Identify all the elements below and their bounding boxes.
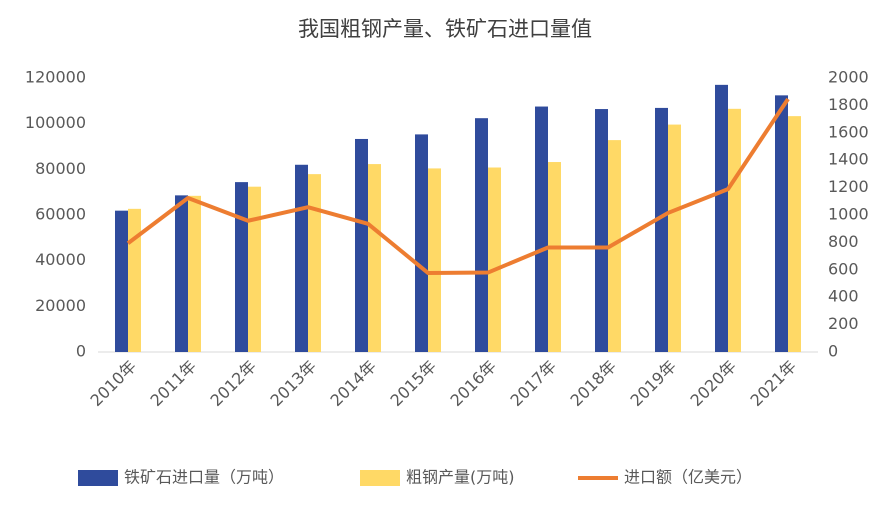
- bar: [775, 95, 788, 352]
- chart-title: 我国粗钢产量、铁矿石进口量值: [298, 17, 592, 41]
- y2-tick-label: 1800: [828, 95, 869, 114]
- bar: [608, 140, 621, 352]
- bar: [668, 124, 681, 352]
- legend-swatch: [78, 470, 118, 486]
- legend-swatch: [360, 470, 400, 486]
- bar: [175, 195, 188, 352]
- bar: [355, 138, 368, 352]
- legend-label: 铁矿石进口量（万吨）: [124, 468, 284, 487]
- y-tick-label: 120000: [25, 68, 86, 87]
- x-tick-label: 2015年: [386, 357, 440, 411]
- bar: [415, 134, 428, 352]
- bar: [188, 195, 201, 352]
- y-tick-label: 80000: [35, 159, 86, 178]
- bar: [488, 167, 501, 352]
- legend-label: 粗钢产量(万吨): [406, 468, 515, 487]
- bar: [428, 168, 441, 352]
- bar: [535, 106, 548, 353]
- bar: [728, 108, 741, 352]
- y2-tick-label: 200: [828, 314, 859, 333]
- bar: [308, 174, 321, 352]
- bar: [715, 84, 728, 352]
- line: [126, 97, 790, 275]
- y2-tick-label: 1000: [828, 205, 869, 224]
- y-tick-label: 0: [76, 342, 86, 361]
- bar: [248, 186, 261, 352]
- bar: [368, 164, 381, 352]
- x-tick-label: 2011年: [146, 357, 200, 411]
- x-tick-label: 2014年: [326, 357, 380, 411]
- y-tick-label: 40000: [35, 250, 86, 269]
- x-tick-label: 2018年: [566, 357, 620, 411]
- x-tick-label: 2012年: [206, 357, 260, 411]
- x-tick-label: 2020年: [686, 357, 740, 411]
- bar: [235, 182, 248, 352]
- x-tick-label: 2016年: [446, 357, 500, 411]
- y-tick-label: 100000: [25, 113, 86, 132]
- bar: [548, 162, 561, 352]
- x-tick-label: 2021年: [746, 357, 800, 411]
- x-tick-label: 2017年: [506, 357, 560, 411]
- y-tick-label: 60000: [35, 205, 86, 224]
- y2-tick-label: 400: [828, 287, 859, 306]
- bar: [655, 107, 668, 352]
- y2-tick-label: 1600: [828, 122, 869, 141]
- bar: [475, 118, 488, 352]
- x-tick-label: 2013年: [266, 357, 320, 411]
- y2-tick-label: 1400: [828, 150, 869, 169]
- bar: [295, 164, 308, 352]
- y-tick-label: 20000: [35, 296, 86, 315]
- y2-tick-label: 800: [828, 232, 859, 251]
- bar: [595, 109, 608, 352]
- x-tick-label: 2019年: [626, 357, 680, 411]
- y2-tick-label: 1200: [828, 177, 869, 196]
- bar: [115, 210, 128, 352]
- legend-label: 进口额（亿美元）: [624, 468, 752, 487]
- x-tick-label: 2010年: [86, 357, 140, 411]
- y2-tick-label: 600: [828, 259, 859, 278]
- bar: [788, 116, 801, 352]
- y2-tick-label: 2000: [828, 68, 869, 87]
- bar: [128, 208, 141, 352]
- y2-tick-label: 0: [828, 342, 838, 361]
